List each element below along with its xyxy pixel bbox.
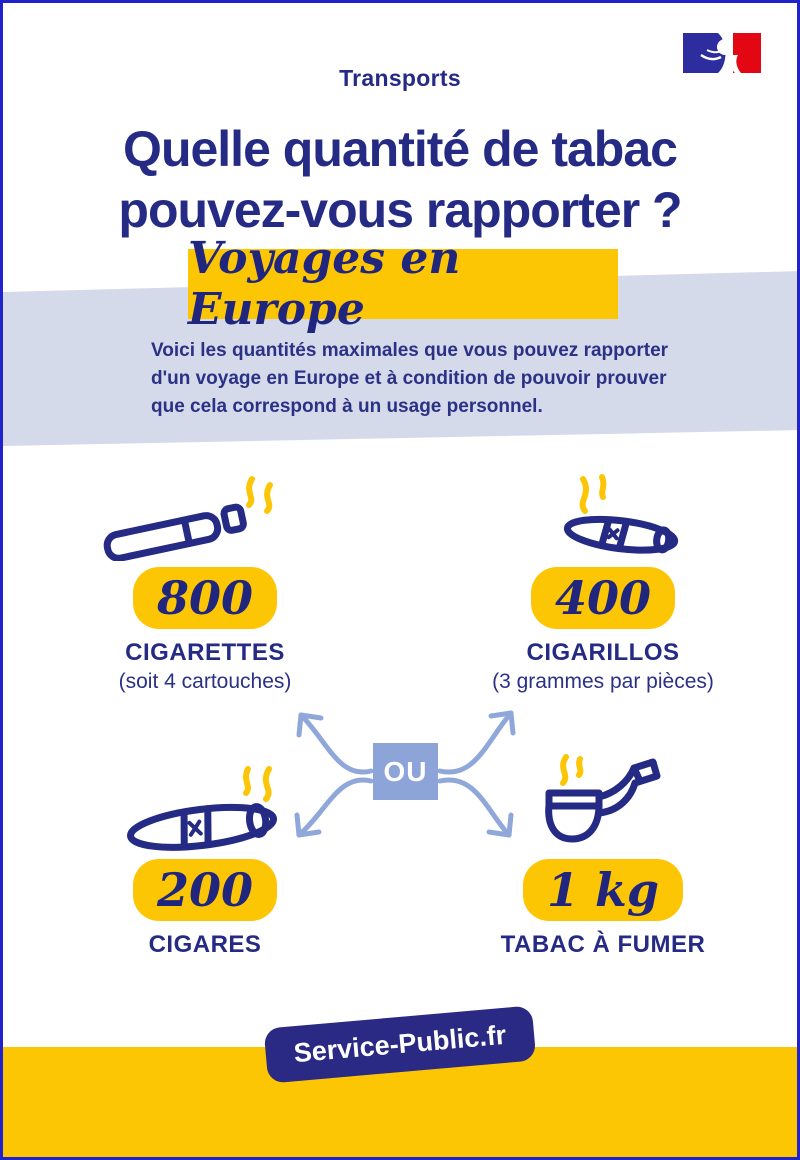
- or-arrows-icon: [294, 710, 516, 838]
- or-connector-box: OU: [373, 743, 438, 800]
- quantity-badge: 400: [530, 567, 676, 629]
- page-title-line1: Quelle quantité de tabac: [123, 121, 678, 177]
- quantity-badge: 1 kg: [522, 859, 684, 921]
- cigarillo-icon: [563, 474, 679, 554]
- item-label: CIGARES: [148, 931, 262, 958]
- or-label: OU: [383, 755, 428, 787]
- intro-text: Voici les quantités maximales que vous p…: [151, 340, 669, 417]
- item-note: (3 grammes par pièces): [492, 670, 714, 693]
- marianne-flag-icon: [683, 33, 761, 73]
- item-cigarettes: 800 CIGARETTES (soit 4 cartouches): [55, 465, 355, 694]
- french-government-logo: [683, 33, 773, 73]
- quantity-badge: 800: [132, 567, 278, 629]
- cigar-icon: [127, 766, 278, 851]
- item-label: CIGARILLOS: [526, 639, 680, 666]
- subtitle-text: Voyages en Europe: [188, 233, 461, 335]
- pipe-icon: [545, 754, 661, 843]
- subtitle-highlight: Voyages en Europe: [188, 233, 618, 335]
- item-label: TABAC À FUMER: [500, 931, 706, 958]
- page-title-line2: pouvez-vous rapporter ?: [118, 182, 682, 238]
- quantity-badge: 200: [132, 859, 278, 921]
- item-note: (soit 4 cartouches): [118, 670, 292, 693]
- category-label: Transports: [339, 65, 461, 91]
- connector: OU: [263, 685, 543, 875]
- item-cigares: 200 CIGARES: [55, 751, 355, 959]
- item-label: CIGARETTES: [125, 639, 285, 666]
- cigarette-icon: [103, 476, 273, 561]
- item-tabac-a-fumer: 1 kg TABAC À FUMER: [453, 751, 753, 959]
- item-cigarillos: 400 CIGARILLOS (3 grammes par pièces): [453, 455, 753, 694]
- page-title: Quelle quantité de tabac pouvez-vous rap…: [3, 119, 797, 241]
